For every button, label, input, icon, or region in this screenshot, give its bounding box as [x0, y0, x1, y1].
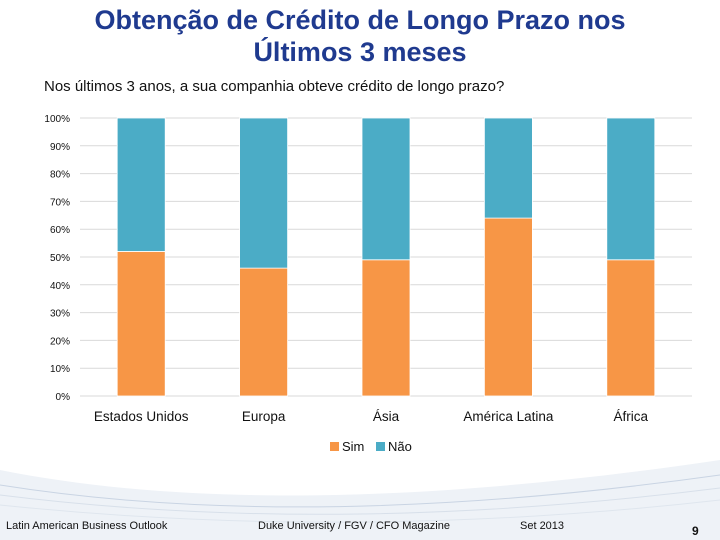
y-tick-label: 80%	[50, 170, 70, 181]
footer-credits: Duke University / FGV / CFO Magazine	[258, 520, 450, 532]
bar-sim	[361, 259, 411, 397]
bar-sim	[483, 217, 533, 397]
x-category-label: África	[614, 409, 649, 424]
y-tick-label: 0%	[56, 392, 71, 403]
bar-sim	[239, 267, 289, 397]
title-line-2: Últimos 3 meses	[253, 37, 467, 67]
slide-title: Obtenção de Crédito de Longo Prazo nos Ú…	[40, 4, 680, 68]
y-tick-label: 60%	[50, 225, 70, 236]
y-tick-label: 100%	[44, 114, 70, 125]
x-category-label: Europa	[242, 409, 286, 424]
x-category-label: América Latina	[463, 409, 554, 424]
x-category-label: Ásia	[373, 409, 400, 424]
y-tick-label: 20%	[50, 336, 70, 347]
footer-date: Set 2013	[520, 520, 565, 532]
y-tick-label: 70%	[50, 197, 70, 208]
y-tick-label: 90%	[50, 142, 70, 153]
footer-source: Latin American Business Outlook	[6, 520, 168, 532]
bar-sim	[606, 259, 656, 397]
bar-sim	[116, 251, 166, 397]
y-tick-label: 30%	[50, 309, 70, 320]
y-tick-label: 50%	[50, 253, 70, 264]
bar-não	[361, 117, 411, 261]
legend-swatch-sim	[330, 442, 339, 451]
x-category-label: Estados Unidos	[94, 409, 189, 424]
bar-não	[483, 117, 533, 219]
y-tick-label: 10%	[50, 364, 70, 375]
chart-question: Nos últimos 3 anos, a sua companhia obte…	[44, 78, 505, 95]
stacked-bar-chart: 0% 10% 20% 30% 40% 50% 60% 70% 80% 90% 100% Estados…	[44, 114, 692, 454]
legend-swatch-não	[376, 442, 385, 451]
page-number: 9	[692, 524, 699, 538]
bar-não	[239, 117, 289, 269]
legend-label-não: Não	[388, 439, 412, 454]
y-tick-label: 40%	[50, 281, 70, 292]
footer-decoration	[0, 460, 720, 540]
title-line-1: Obtenção de Crédito de Longo Prazo nos	[94, 5, 626, 35]
bar-não	[116, 117, 166, 252]
legend-label-sim: Sim	[342, 439, 364, 454]
bar-não	[606, 117, 656, 261]
